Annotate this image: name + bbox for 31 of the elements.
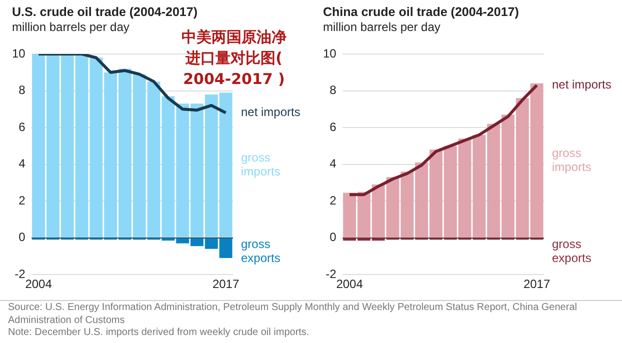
y-tick-label: 10 bbox=[12, 46, 26, 60]
y-tick-label: 4 bbox=[18, 156, 26, 171]
source-note: Source: U.S. Energy Information Administration, Petroleum Supply Monthly and Weekly Petroleum Status Report, China General Administration of Customs bbox=[8, 302, 578, 327]
series-label: gross exports bbox=[552, 237, 592, 266]
chart-title: China crude oil trade (2004-2017) bbox=[323, 5, 519, 19]
series-label: net imports bbox=[241, 105, 300, 120]
series-label: gross exports bbox=[241, 237, 280, 266]
text: Note: December U.S. imports derived from weekly crude oil imports. bbox=[8, 327, 310, 340]
y-tick-label: -2 bbox=[14, 266, 26, 281]
x-tick-label: 2017 bbox=[212, 277, 240, 292]
series-label: gross imports bbox=[241, 150, 280, 179]
series-label: net imports bbox=[552, 78, 612, 92]
y-tick-label: 0 bbox=[330, 230, 337, 244]
y-tick-label: 0 bbox=[18, 230, 26, 244]
chart-title: U.S. crude oil trade (2004-2017) bbox=[12, 5, 198, 19]
chart-subtitle: million barrels per day bbox=[323, 20, 440, 34]
chart-subtitle: million barrels per day bbox=[12, 20, 130, 34]
y-tick-label: 8 bbox=[18, 83, 26, 98]
y-tick-label: 2 bbox=[18, 193, 26, 208]
y-tick-label: 6 bbox=[330, 120, 337, 134]
y-tick-label: -2 bbox=[326, 266, 337, 281]
annotation: 中美两国原油净进口量对比图( 2004-2017 ) bbox=[180, 27, 288, 90]
y-tick-label: 10 bbox=[322, 46, 337, 60]
y-tick-label: 6 bbox=[18, 120, 26, 134]
x-tick-label: 2004 bbox=[336, 277, 364, 292]
x-tick-label: 2017 bbox=[523, 277, 550, 292]
series-label: gross imports bbox=[552, 146, 592, 174]
y-tick-label: 4 bbox=[330, 156, 337, 171]
y-tick-label: 2 bbox=[330, 193, 337, 208]
y-tick-label: 8 bbox=[330, 83, 337, 98]
x-tick-label: 2004 bbox=[25, 277, 52, 292]
